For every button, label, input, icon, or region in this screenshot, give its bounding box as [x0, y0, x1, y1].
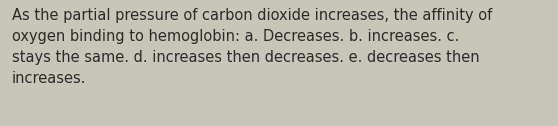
Text: As the partial pressure of carbon dioxide increases, the affinity of
oxygen bind: As the partial pressure of carbon dioxid… — [12, 8, 492, 86]
